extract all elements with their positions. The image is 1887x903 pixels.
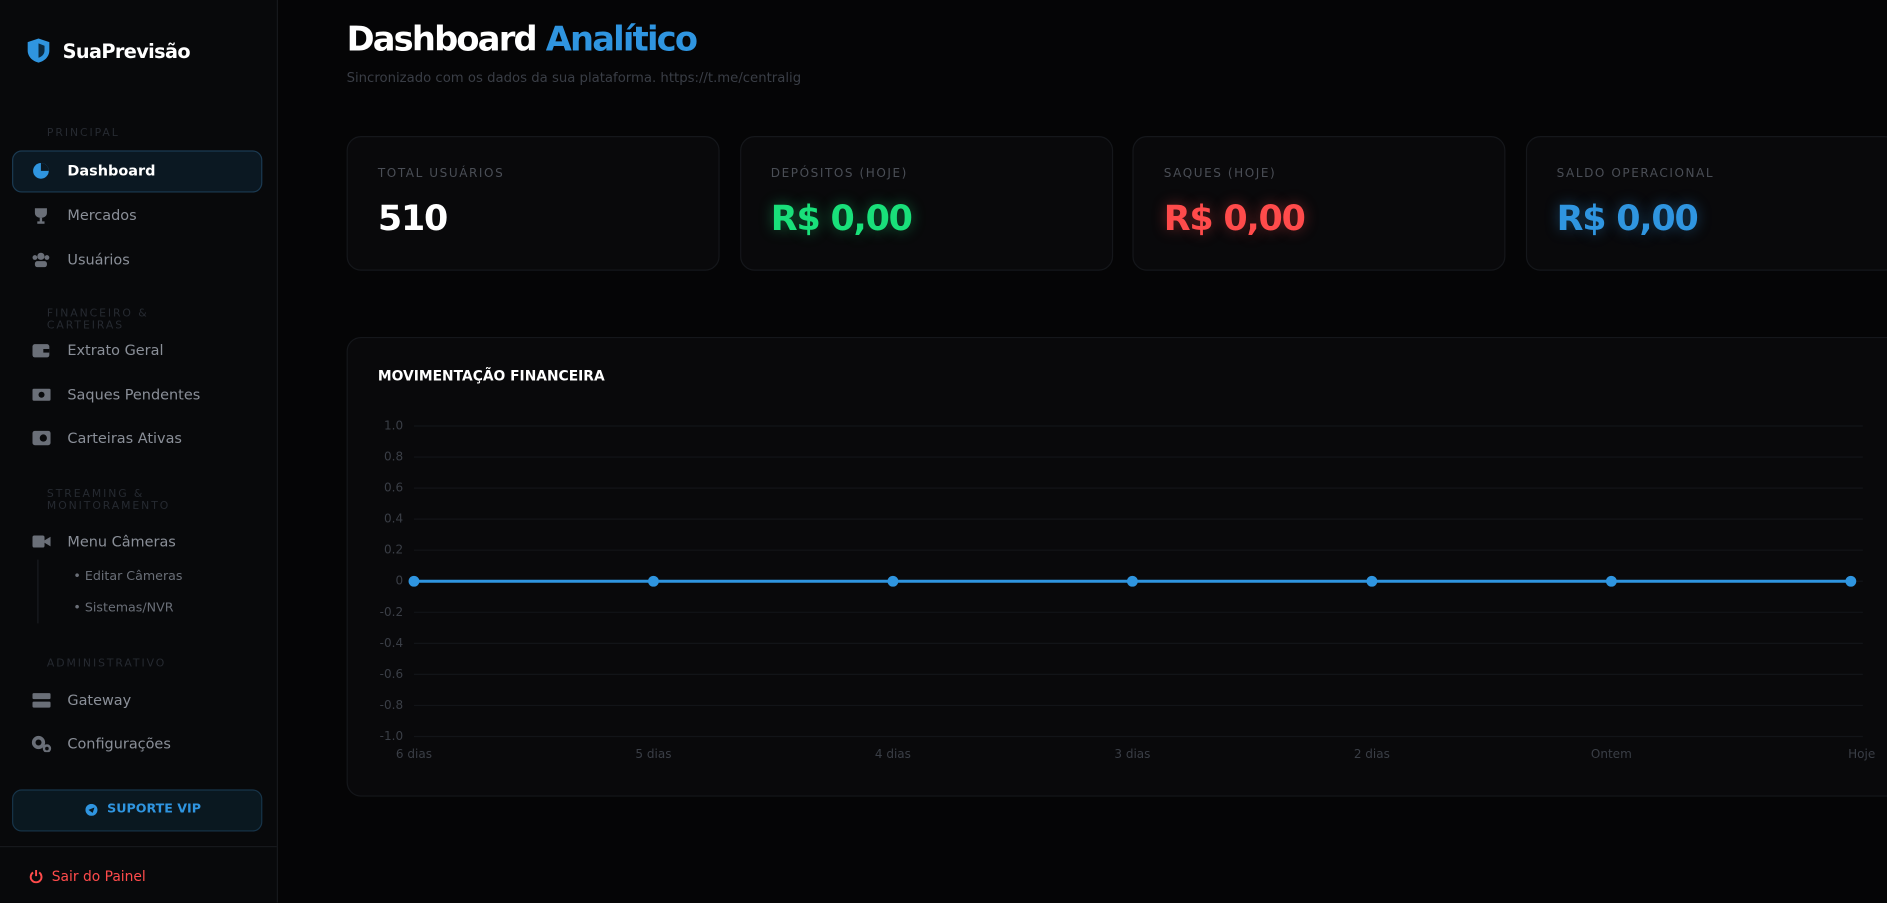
chart-title: MOVIMENTAÇÃO FINANCEIRA [378, 368, 605, 385]
stat-value: R$ 0,00 [770, 197, 913, 239]
stat-value: R$ 0,00 [1163, 197, 1306, 239]
icon [32, 693, 51, 708]
brand-icon [27, 38, 50, 63]
section-title: FINANCEIRO & CARTEIRAS [46, 308, 149, 333]
brand: SuaPrevisão [62, 39, 191, 63]
support-button[interactable] [12, 789, 263, 832]
divider [0, 845, 277, 848]
stat-card: SALDO OPERACIONAL R$ 0,00 [1525, 135, 1887, 271]
sub-item[interactable]: Sistemas/NVR [73, 599, 174, 616]
sidebar: SuaPrevisão PRINCIPAL Dashboard Mercados… [0, 0, 278, 903]
point [1366, 575, 1378, 587]
section-title: PRINCIPAL [46, 127, 120, 140]
x-tick-label: 2 dias [1354, 747, 1390, 761]
point [887, 575, 899, 587]
icon [32, 535, 51, 548]
stat-label: SALDO OPERACIONAL [1556, 167, 1715, 181]
y-tick-label: 1.0 [384, 419, 403, 433]
nav-item[interactable]: Extrato Geral [67, 341, 164, 359]
stat-label: SAQUES (HOJE) [1163, 167, 1277, 181]
section-title: STREAMING & MONITORAMENTO [46, 488, 171, 513]
sub-item[interactable]: Editar Câmeras [73, 568, 183, 585]
nav-item[interactable]: Menu Câmeras [67, 533, 176, 550]
nav-item[interactable]: Carteiras Ativas [67, 429, 182, 447]
page-title: Dashboard Analítico [346, 19, 698, 59]
point [1126, 575, 1138, 587]
x-tick-label: Ontem [1591, 747, 1632, 761]
icon [34, 208, 47, 224]
nav-item[interactable]: Usuários [67, 251, 130, 269]
chart-panel: MOVIMENTAÇÃO FINANCEIRA -1.0 -0.8 -0.6 -0.4… [346, 336, 1887, 797]
stat-value: R$ 0,00 [1556, 197, 1699, 239]
point [1845, 575, 1857, 587]
title-accent: Analítico [545, 19, 698, 59]
y-tick-label: 0 [395, 574, 403, 588]
stat-value: 510 [377, 197, 448, 239]
y-tick-label: -0.6 [380, 667, 403, 681]
icon [32, 252, 50, 268]
subtitle: Sincronizado com os dados da sua platafo… [346, 69, 802, 86]
icon [33, 163, 49, 179]
x-tick-label: 4 dias [875, 747, 911, 761]
tree-line [37, 559, 39, 624]
icon [32, 344, 50, 358]
nav-item[interactable]: Configurações [67, 735, 171, 753]
title-main: Dashboard [346, 19, 538, 59]
x-tick-label: 6 dias [396, 747, 432, 761]
stat-label: DEPÓSITOS (HOJE) [770, 167, 908, 181]
nav-item[interactable]: Gateway [67, 691, 132, 709]
icon [32, 430, 51, 446]
stat-card: TOTAL USUÁRIOS 510 [346, 135, 720, 271]
y-tick-label: -0.2 [380, 605, 403, 619]
icon [85, 803, 98, 816]
stat-card: DEPÓSITOS (HOJE) R$ 0,00 [739, 135, 1113, 271]
y-tick-label: 0.4 [384, 512, 403, 526]
nav-item[interactable]: Mercados [67, 206, 137, 224]
icon [29, 870, 43, 884]
point [648, 575, 659, 587]
active-item-bg[interactable] [12, 150, 263, 193]
x-tick-label: 5 dias [635, 747, 671, 761]
x-tick-label: Hoje [1848, 747, 1875, 761]
stat-label: TOTAL USUÁRIOS [377, 167, 505, 181]
stat-card: SAQUES (HOJE) R$ 0,00 [1132, 135, 1506, 271]
chart: MOVIMENTAÇÃO FINANCEIRA -1.0 -0.8 -0.6 -0.4… [378, 368, 1875, 761]
y-tick-label: 0.2 [384, 543, 403, 557]
support-label[interactable]: SUPORTE VIP [107, 801, 202, 816]
y-tick-label: 0.8 [384, 450, 403, 464]
section-title: ADMINISTRATIVO [46, 658, 167, 671]
x-tick-label: 3 dias [1114, 747, 1150, 761]
y-tick-label: -0.8 [380, 698, 403, 712]
logout[interactable]: Sair do Painel [51, 867, 146, 885]
y-tick-label: 0.6 [384, 481, 403, 495]
icon [32, 388, 51, 401]
nav-item[interactable]: Saques Pendentes [67, 386, 201, 404]
nav-item[interactable]: Dashboard [67, 162, 156, 180]
point [1605, 575, 1617, 587]
y-tick-label: -0.4 [380, 636, 403, 650]
icon [31, 735, 52, 753]
point [408, 575, 420, 587]
y-tick-label: -1.0 [380, 729, 403, 743]
